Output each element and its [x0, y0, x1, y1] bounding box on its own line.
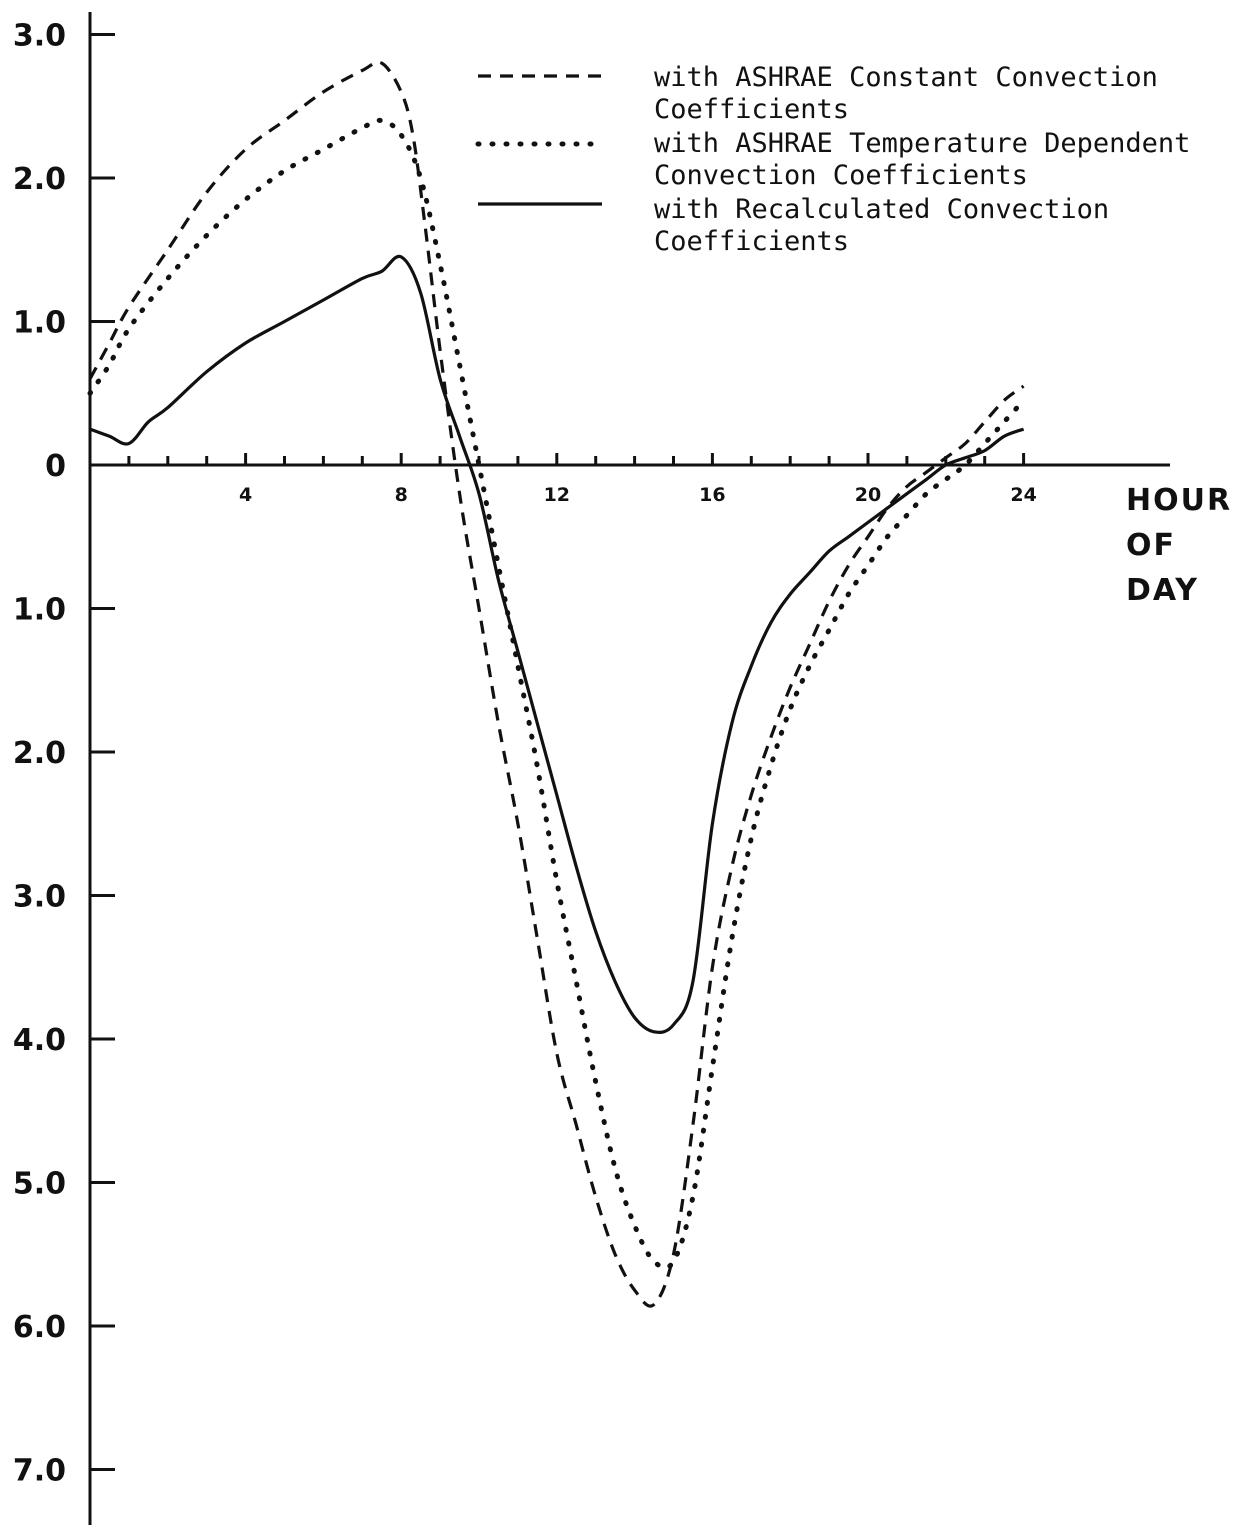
y-tick-label: 6.0 — [13, 1310, 66, 1345]
legend-label: with ASHRAE Temperature Dependent — [654, 128, 1190, 159]
legend-label: Coefficients — [654, 226, 849, 257]
x-tick-label: 8 — [395, 484, 408, 506]
x-axis-title-line: DAY — [1126, 573, 1199, 608]
y-tick-label: 0 — [45, 449, 66, 484]
y-tick-label: 2.0 — [13, 736, 66, 771]
x-tick-label: 20 — [855, 484, 881, 506]
x-tick-label: 12 — [544, 484, 570, 506]
series-line-solid — [89, 254, 1025, 1034]
legend-label: with Recalculated Convection — [654, 194, 1109, 225]
legend-label: Convection Coefficients — [654, 160, 1028, 191]
y-tick-label: 5.0 — [13, 1167, 66, 1202]
legend-label: with ASHRAE Constant Convection — [654, 62, 1158, 93]
legend-label: Coefficients — [654, 94, 849, 125]
y-tick-label: 4.0 — [13, 1023, 66, 1058]
series-layer — [87, 60, 1027, 1308]
y-tick-label: 7.0 — [13, 1454, 66, 1489]
y-tick-label: 3.0 — [13, 880, 66, 915]
y-tick-label: 3.0 — [13, 19, 66, 54]
x-tick-label: 16 — [699, 484, 725, 506]
x-tick-label: 24 — [1010, 484, 1036, 506]
y-tick-label: 1.0 — [13, 306, 66, 341]
x-axis-title: HOUR OF DAY — [1126, 483, 1232, 608]
x-axis-title-line: OF — [1126, 528, 1176, 563]
y-tick-label: 1.0 — [13, 593, 66, 628]
x-axis-ticks: 4 8 12 16 20 24 — [127, 453, 1037, 506]
x-tick-label: 4 — [239, 484, 252, 506]
y-axis-ticks: 3.0 2.0 1.0 0 1.0 2.0 3.0 4.0 5.0 6.0 7.0 — [13, 19, 115, 1489]
legend: with ASHRAE Constant ConvectionCoefficie… — [475, 62, 1190, 257]
series-line-dotted — [87, 117, 1027, 1271]
axes — [88, 12, 1170, 1525]
x-axis-title-line: HOUR — [1126, 483, 1232, 518]
series-line-dashed — [88, 60, 1025, 1308]
y-tick-label: 2.0 — [13, 162, 66, 197]
